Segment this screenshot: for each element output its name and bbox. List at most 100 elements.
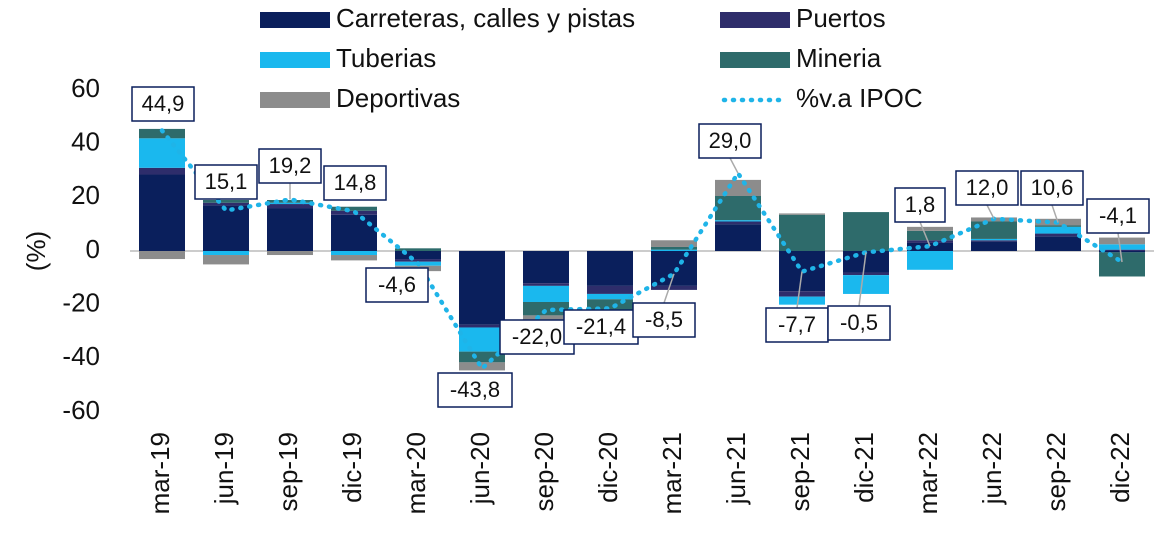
x-tick-label: sep-20: [529, 432, 559, 512]
leader-line: [1051, 204, 1059, 223]
bar-segment: [395, 251, 441, 260]
x-tick-label: mar-20: [401, 432, 431, 514]
bar-segment: [779, 214, 825, 251]
bar-segment: [971, 241, 1017, 251]
x-tick-label: dic-22: [1105, 432, 1135, 503]
bar-segment: [651, 240, 697, 247]
data-label: 1,8: [905, 192, 936, 217]
x-tick-label: mar-21: [657, 432, 687, 514]
line: [159, 128, 1125, 373]
bar-segment: [1099, 244, 1145, 250]
bar-segment: [651, 246, 697, 250]
y-tick-label: 60: [71, 73, 100, 103]
legend-label: Tuberias: [336, 43, 436, 73]
bar-segment: [267, 200, 313, 203]
bar-segment: [395, 248, 441, 251]
legend-label: Deportivas: [336, 83, 460, 113]
x-tick-label: sep-19: [273, 432, 303, 512]
bar-segment: [715, 179, 761, 196]
label-box: [765, 307, 829, 343]
label-box: [1020, 170, 1084, 206]
data-label: 10,6: [1031, 175, 1074, 200]
bar-segment: [587, 251, 633, 286]
y-tick-label: -40: [62, 341, 100, 371]
bar-segment: [651, 251, 697, 286]
bar-segment: [331, 251, 377, 256]
data-label: -43,8: [450, 377, 500, 402]
data-label: 14,8: [334, 170, 377, 195]
data-label: -22,0: [512, 324, 562, 349]
x-tick-label: sep-21: [785, 432, 815, 512]
bar-segment: [1035, 225, 1081, 227]
label-box: [437, 372, 513, 408]
bar-segment: [779, 296, 825, 305]
y-tick-label: 40: [71, 127, 100, 157]
bar-segment: [1035, 236, 1081, 251]
bar-segment: [459, 324, 505, 328]
label-box: [131, 86, 195, 122]
leader-line: [986, 204, 995, 220]
data-label: 15,1: [205, 169, 248, 194]
bar-segment: [523, 251, 569, 284]
bar-segment: [1099, 249, 1145, 251]
data-label: -8,5: [645, 307, 683, 332]
bar-segment: [267, 251, 313, 256]
bar-segment: [203, 200, 249, 203]
data-label: 12,0: [966, 175, 1009, 200]
leader-line: [919, 221, 931, 247]
bar-segment: [523, 301, 569, 316]
label-box: [894, 187, 946, 223]
data-label: -4,1: [1099, 203, 1137, 228]
legend-label: Carreteras, calles y pistas: [336, 3, 635, 33]
bar-segment: [651, 249, 697, 251]
bar-segment: [395, 259, 441, 262]
bar-segment: [843, 212, 889, 251]
legend-swatch: [260, 12, 330, 28]
leader-line: [858, 252, 867, 307]
x-tick-label: sep-22: [1041, 432, 1071, 512]
bar-segment: [715, 224, 761, 251]
label-box: [323, 165, 387, 201]
label-box: [194, 164, 258, 200]
bar-segment: [139, 174, 185, 251]
bar-segment: [203, 202, 249, 206]
bar-segment: [331, 255, 377, 261]
bar-segment: [971, 240, 1017, 242]
x-tick-label: dic-20: [593, 432, 623, 503]
bar-segment: [1099, 237, 1145, 245]
y-tick-label: 0: [86, 234, 100, 264]
label-box: [365, 267, 429, 303]
y-axis-label: (%): [21, 231, 51, 271]
x-tick-label: dic-21: [849, 432, 879, 503]
label-box: [698, 123, 762, 159]
legend-swatch: [720, 12, 790, 28]
legend-swatch: [260, 92, 330, 108]
bar-segment: [203, 255, 249, 265]
bar-segment: [843, 275, 889, 294]
bar-segment: [1035, 233, 1081, 237]
bar-segment: [523, 285, 569, 302]
bar-segment: [459, 251, 505, 325]
bar-segment: [907, 230, 953, 241]
bar-segment: [587, 299, 633, 311]
x-tick-label: mar-19: [145, 432, 175, 514]
bar-segment: [1099, 252, 1145, 277]
bar-segment: [715, 221, 761, 225]
label-box: [1086, 198, 1150, 234]
bar-segment: [779, 291, 825, 297]
bar-segment: [523, 283, 569, 286]
label-box: [499, 319, 575, 355]
x-tick-label: jun-20: [465, 432, 495, 505]
bar-segment: [331, 206, 377, 211]
leader-line: [796, 271, 803, 309]
data-label: -7,7: [778, 312, 816, 337]
bar-segment: [267, 202, 313, 205]
leader-line: [1117, 232, 1123, 263]
y-tick-label: -20: [62, 288, 100, 318]
x-tick-label: jun-19: [209, 432, 239, 505]
y-tick-label: 20: [71, 180, 100, 210]
bar-segment: [843, 272, 889, 276]
leader-line: [729, 157, 739, 174]
bar-segment: [779, 213, 825, 215]
